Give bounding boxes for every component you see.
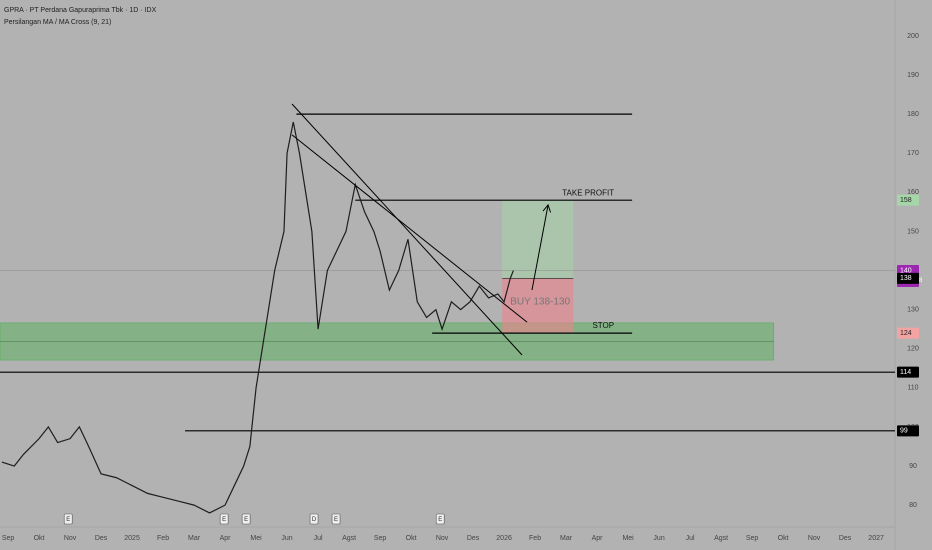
x-tick-label: Apr bbox=[592, 535, 604, 542]
level-label: STOP bbox=[592, 321, 614, 330]
price-label: 138 bbox=[900, 275, 912, 282]
x-tick-label: Feb bbox=[157, 535, 169, 542]
price-label-bg bbox=[897, 327, 919, 339]
price-label: 158 bbox=[900, 197, 912, 204]
event-marker bbox=[435, 513, 445, 525]
event-marker bbox=[241, 513, 251, 525]
x-tick-label: Sep bbox=[2, 535, 15, 542]
y-tick-label: 180 bbox=[907, 111, 919, 118]
y-tick-label: 90 bbox=[909, 463, 917, 470]
price-label-bg bbox=[897, 366, 919, 378]
x-tick-label: Des bbox=[95, 535, 108, 542]
event-marker bbox=[219, 513, 229, 525]
level-label: TAKE PROFIT bbox=[562, 188, 614, 197]
trendline bbox=[291, 103, 523, 356]
x-tick-label: Nov bbox=[436, 535, 449, 542]
indicator-name: Persilangan MA / MA Cross (9, 21) bbox=[4, 19, 111, 26]
position-label: BUY 138-130 bbox=[510, 296, 570, 307]
y-tick-label: 170 bbox=[907, 150, 919, 157]
x-tick-label: Sep bbox=[746, 535, 759, 542]
arrow bbox=[531, 204, 549, 291]
x-tick-label: Mei bbox=[622, 535, 634, 542]
price-label: 99 bbox=[900, 428, 908, 435]
x-tick-label: Jul bbox=[314, 535, 323, 542]
trendline bbox=[291, 134, 528, 323]
x-tick-label: Mei bbox=[250, 535, 262, 542]
y-tick-label: 200 bbox=[907, 33, 919, 40]
arrow-head bbox=[542, 203, 552, 213]
x-tick-label: 2025 bbox=[124, 535, 140, 542]
event-marker bbox=[63, 513, 73, 525]
y-tick-label: 190 bbox=[907, 72, 919, 79]
price-label-bg bbox=[897, 272, 919, 284]
price-label: 140 bbox=[900, 267, 912, 274]
x-tick-label: Okt bbox=[406, 535, 417, 542]
event-marker bbox=[309, 513, 319, 525]
event-label: E bbox=[244, 517, 248, 523]
x-tick-label: Nov bbox=[808, 535, 821, 542]
y-tick-label: 110 bbox=[907, 385, 918, 392]
event-label: D bbox=[312, 517, 317, 523]
x-tick-label: Des bbox=[839, 535, 852, 542]
event-marker bbox=[331, 513, 341, 525]
x-tick-label: Jun bbox=[281, 535, 292, 542]
loss-zone bbox=[502, 278, 574, 334]
x-tick-label: Agst bbox=[342, 535, 356, 542]
price-line bbox=[1, 121, 514, 514]
y-tick-label: 150 bbox=[907, 228, 919, 235]
x-tick-label: Agst bbox=[714, 535, 728, 542]
price-label: 124 bbox=[900, 330, 912, 337]
x-tick-label: 2026 bbox=[496, 535, 512, 542]
x-tick-label: Nov bbox=[64, 535, 77, 542]
x-tick-label: Mar bbox=[560, 535, 573, 542]
x-tick-label: Mar bbox=[188, 535, 201, 542]
event-label: E bbox=[66, 517, 70, 523]
x-tick-label: Okt bbox=[778, 535, 789, 542]
event-label: E bbox=[438, 517, 442, 523]
x-tick-label: Sep bbox=[374, 535, 387, 542]
x-tick-label: Apr bbox=[220, 535, 232, 542]
x-tick-label: Jun bbox=[653, 535, 664, 542]
event-label: E bbox=[222, 517, 226, 523]
price-label: 114 bbox=[900, 369, 911, 376]
chart-title: GPRA · PT Perdana Gapuraprima Tbk · 1D ·… bbox=[4, 7, 157, 14]
profit-zone bbox=[502, 200, 574, 279]
price-label-bg bbox=[897, 194, 919, 206]
price-label-bg bbox=[897, 425, 919, 437]
y-tick-label: 160 bbox=[907, 189, 919, 196]
x-tick-label: Des bbox=[467, 535, 480, 542]
y-tick-label: 120 bbox=[907, 346, 919, 353]
x-tick-label: 2027 bbox=[868, 535, 884, 542]
x-tick-label: Okt bbox=[34, 535, 45, 542]
x-tick-label: Jul bbox=[686, 535, 695, 542]
event-label: E bbox=[334, 517, 338, 523]
x-tick-label: Feb bbox=[529, 535, 541, 542]
y-tick-label: 130 bbox=[907, 306, 919, 313]
y-tick-label: 80 bbox=[909, 502, 917, 509]
